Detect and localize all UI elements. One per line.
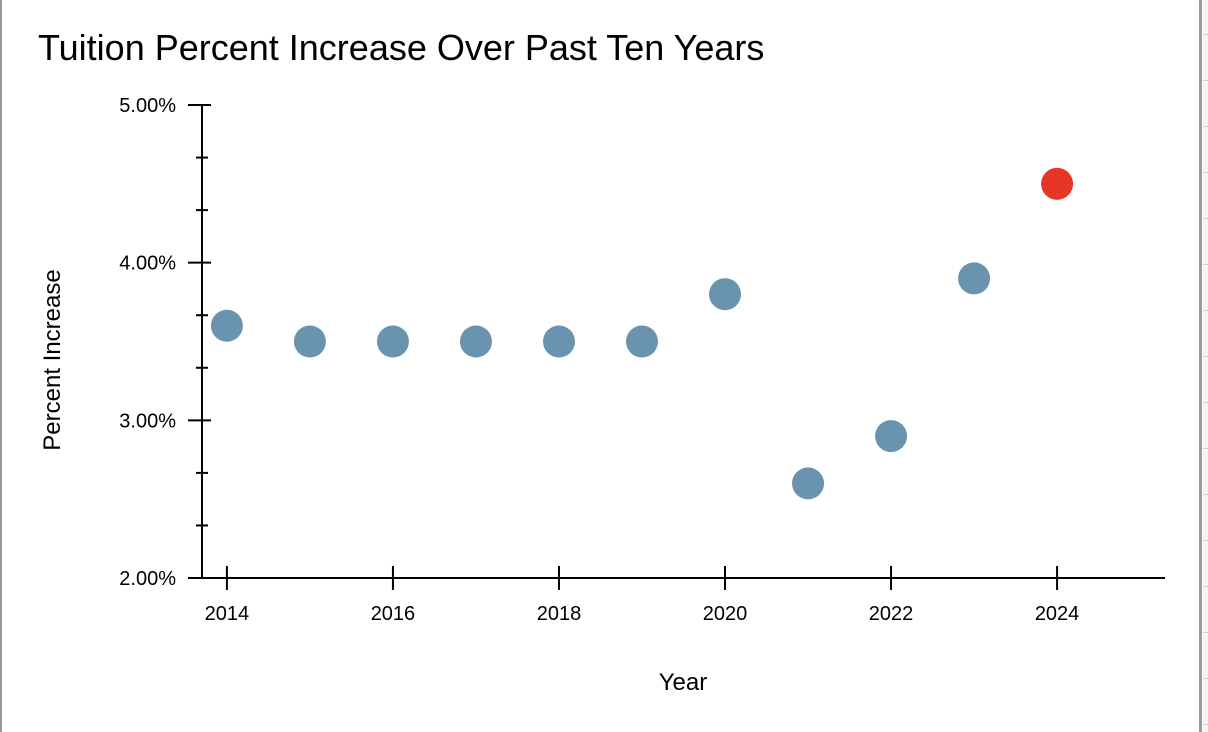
- y-tick-label: 2.00%: [119, 568, 176, 590]
- data-point: [542, 325, 575, 358]
- chart-title: Tuition Percent Increase Over Past Ten Y…: [38, 27, 764, 68]
- data-point: [875, 420, 908, 453]
- data-point: [293, 325, 326, 358]
- y-tick-label: 5.00%: [119, 95, 176, 117]
- data-point: [792, 467, 825, 500]
- x-tick-label: 2020: [703, 603, 748, 625]
- data-point: [210, 309, 243, 342]
- x-tick-label: 2016: [371, 603, 416, 625]
- x-tick-label: 2022: [869, 603, 914, 625]
- data-point: [459, 325, 492, 358]
- data-point: [1041, 167, 1074, 200]
- y-tick-label: 4.00%: [119, 253, 176, 275]
- axes: 2.00% 3.00% 4.00% 5.00% 2014 2016 2018 2020 2022…: [119, 95, 1165, 625]
- data-point: [958, 262, 991, 295]
- data-point: [376, 325, 409, 358]
- data-points: [210, 167, 1074, 500]
- x-axis-title: Year: [659, 669, 708, 696]
- y-tick-label: 3.00%: [119, 410, 176, 432]
- data-point: [709, 278, 742, 311]
- x-tick-label: 2024: [1035, 603, 1080, 625]
- y-axis-title: Percent Increase: [39, 269, 66, 450]
- data-point: [625, 325, 658, 358]
- x-tick-label: 2018: [537, 603, 582, 625]
- side-strip: [1203, 0, 1208, 732]
- x-tick-label: 2014: [205, 603, 250, 625]
